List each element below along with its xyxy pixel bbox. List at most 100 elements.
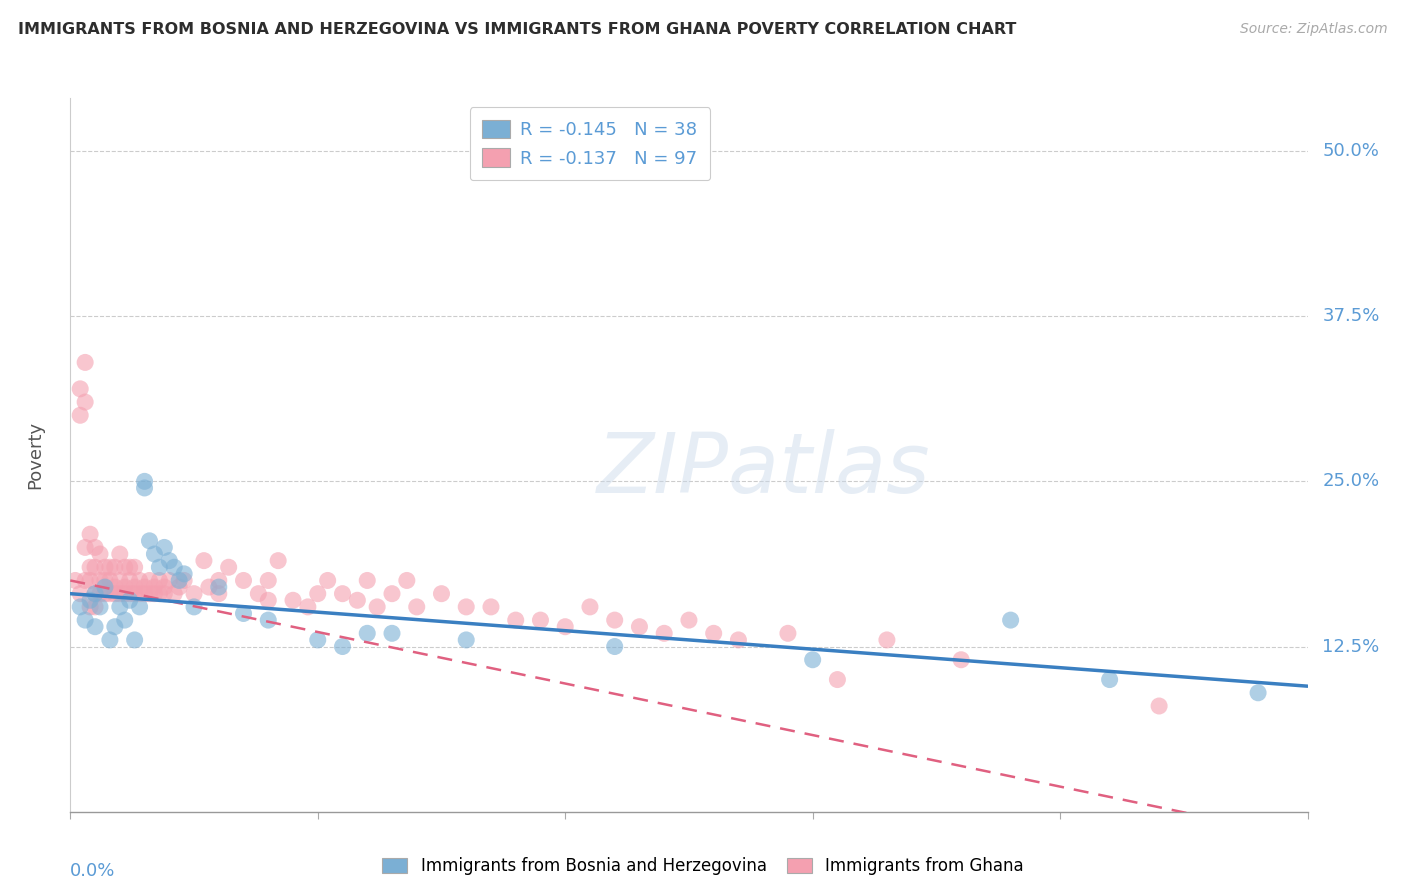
Point: [776, 626, 799, 640]
Point: [114, 613, 136, 627]
Point: [148, 574, 170, 588]
Point: [69, 599, 91, 614]
Point: [89, 599, 111, 614]
Point: [346, 593, 368, 607]
Point: [114, 560, 136, 574]
Point: [134, 587, 156, 601]
Point: [118, 560, 141, 574]
Point: [1247, 686, 1270, 700]
Point: [138, 587, 160, 601]
Point: [69, 382, 91, 396]
Point: [316, 574, 339, 588]
Point: [118, 587, 141, 601]
Point: [118, 574, 141, 588]
Point: [89, 574, 111, 588]
Point: [79, 599, 101, 614]
Point: [94, 560, 117, 574]
Point: [232, 574, 254, 588]
Point: [281, 593, 304, 607]
Point: [104, 620, 127, 634]
Point: [603, 640, 626, 654]
Point: [208, 580, 231, 594]
Point: [603, 613, 626, 627]
Point: [173, 574, 195, 588]
Point: [827, 673, 849, 687]
Text: 37.5%: 37.5%: [1323, 307, 1379, 326]
Point: [183, 587, 205, 601]
Point: [124, 632, 146, 647]
Point: [652, 626, 675, 640]
Point: [505, 613, 527, 627]
Point: [79, 593, 101, 607]
Text: Poverty: Poverty: [27, 421, 45, 489]
Point: [173, 566, 195, 581]
Point: [84, 587, 107, 601]
Text: ZIPatlas: ZIPatlas: [596, 429, 929, 509]
Point: [148, 560, 170, 574]
Point: [98, 587, 121, 601]
Point: [79, 527, 101, 541]
Point: [579, 599, 602, 614]
Text: Source: ZipAtlas.com: Source: ZipAtlas.com: [1240, 22, 1388, 37]
Point: [218, 560, 240, 574]
Text: IMMIGRANTS FROM BOSNIA AND HERZEGOVINA VS IMMIGRANTS FROM GHANA POVERTY CORRELAT: IMMIGRANTS FROM BOSNIA AND HERZEGOVINA V…: [18, 22, 1017, 37]
Point: [157, 574, 180, 588]
Point: [104, 580, 127, 594]
Point: [104, 587, 127, 601]
Point: [89, 547, 111, 561]
Point: [247, 587, 270, 601]
Point: [114, 587, 136, 601]
Point: [678, 613, 700, 627]
Point: [183, 599, 205, 614]
Point: [950, 653, 973, 667]
Point: [143, 587, 166, 601]
Point: [267, 554, 290, 568]
Point: [143, 580, 166, 594]
Point: [456, 599, 478, 614]
Point: [232, 607, 254, 621]
Point: [84, 541, 107, 555]
Point: [134, 580, 156, 594]
Text: 0.0%: 0.0%: [70, 862, 115, 880]
Point: [628, 620, 651, 634]
Point: [356, 626, 378, 640]
Point: [79, 560, 101, 574]
Point: [84, 587, 107, 601]
Point: [134, 481, 156, 495]
Point: [108, 547, 131, 561]
Point: [124, 587, 146, 601]
Point: [801, 653, 824, 667]
Point: [554, 620, 576, 634]
Point: [98, 632, 121, 647]
Text: 25.0%: 25.0%: [1323, 473, 1379, 491]
Point: [75, 355, 97, 369]
Point: [1000, 613, 1022, 627]
Point: [153, 587, 176, 601]
Point: [75, 541, 97, 555]
Point: [307, 587, 329, 601]
Point: [1098, 673, 1121, 687]
Point: [69, 587, 91, 601]
Point: [143, 547, 166, 561]
Point: [75, 613, 97, 627]
Point: [104, 560, 127, 574]
Legend: Immigrants from Bosnia and Herzegovina, Immigrants from Ghana: Immigrants from Bosnia and Herzegovina, …: [375, 851, 1031, 882]
Legend: R = -0.145   N = 38, R = -0.137   N = 97: R = -0.145 N = 38, R = -0.137 N = 97: [470, 107, 710, 180]
Point: [167, 574, 190, 588]
Point: [395, 574, 418, 588]
Point: [84, 620, 107, 634]
Point: [153, 580, 176, 594]
Point: [157, 554, 180, 568]
Point: [727, 632, 749, 647]
Point: [94, 587, 117, 601]
Point: [297, 599, 319, 614]
Point: [108, 574, 131, 588]
Point: [124, 580, 146, 594]
Point: [84, 560, 107, 574]
Point: [98, 574, 121, 588]
Point: [138, 533, 160, 548]
Point: [430, 587, 453, 601]
Point: [114, 580, 136, 594]
Point: [167, 580, 190, 594]
Point: [332, 587, 354, 601]
